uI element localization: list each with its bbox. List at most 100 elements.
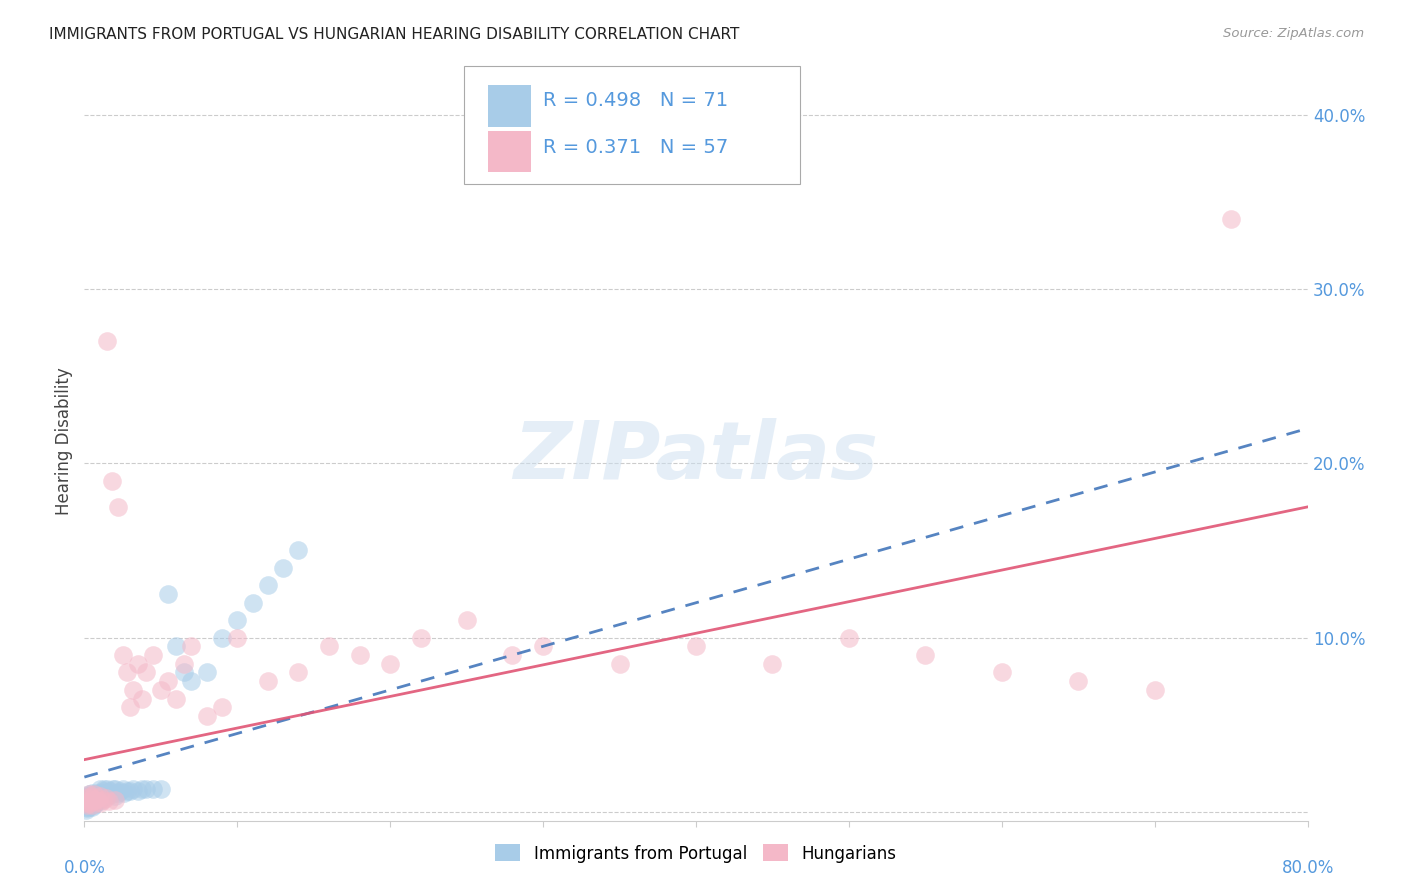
Text: Source: ZipAtlas.com: Source: ZipAtlas.com: [1223, 27, 1364, 40]
Point: [87, 793, 110, 807]
Point: [76, 801, 98, 815]
Point: [77, 796, 100, 810]
Point: [149, 782, 172, 797]
Point: [89, 796, 111, 810]
Text: IMMIGRANTS FROM PORTUGAL VS HUNGARIAN HEARING DISABILITY CORRELATION CHART: IMMIGRANTS FROM PORTUGAL VS HUNGARIAN HE…: [49, 27, 740, 42]
Point: [76, 797, 98, 812]
Point: [83, 795, 105, 809]
Point: [157, 674, 180, 689]
Point: [76, 797, 98, 812]
Point: [173, 665, 195, 680]
Point: [165, 640, 187, 654]
Point: [84, 788, 107, 802]
Point: [80, 793, 103, 807]
Point: [94, 791, 117, 805]
Point: [79, 789, 101, 804]
Point: [1143, 682, 1166, 697]
Point: [609, 657, 631, 671]
Point: [77, 799, 100, 814]
Point: [287, 665, 309, 680]
Point: [685, 640, 707, 654]
Point: [211, 631, 233, 645]
Point: [409, 631, 432, 645]
Point: [97, 795, 120, 809]
Point: [1220, 212, 1243, 227]
Point: [91, 793, 114, 807]
Point: [77, 788, 100, 802]
Point: [90, 791, 112, 805]
Point: [142, 782, 165, 797]
Point: [89, 789, 111, 804]
Point: [104, 793, 127, 807]
Point: [115, 784, 138, 798]
Point: [90, 786, 112, 800]
Point: [111, 648, 134, 662]
Point: [122, 682, 145, 697]
Point: [89, 782, 111, 797]
Point: [83, 795, 105, 809]
Point: [165, 691, 187, 706]
Point: [91, 789, 114, 804]
Point: [83, 797, 105, 812]
Point: [318, 640, 340, 654]
Point: [211, 700, 233, 714]
Point: [98, 784, 121, 798]
Point: [79, 797, 101, 812]
Point: [257, 674, 280, 689]
Point: [120, 784, 142, 798]
Legend: Immigrants from Portugal, Hungarians: Immigrants from Portugal, Hungarians: [488, 838, 904, 869]
Point: [96, 334, 118, 349]
Point: [115, 665, 138, 680]
Point: [77, 795, 100, 809]
Point: [101, 474, 124, 488]
Text: 0.0%: 0.0%: [63, 859, 105, 877]
Point: [112, 786, 135, 800]
Point: [96, 789, 118, 804]
Point: [120, 700, 142, 714]
Point: [89, 789, 111, 804]
Point: [87, 788, 110, 802]
Point: [89, 795, 111, 809]
Point: [349, 648, 371, 662]
Point: [91, 784, 114, 798]
Point: [149, 682, 172, 697]
Point: [86, 786, 108, 800]
Point: [157, 587, 180, 601]
Point: [107, 500, 129, 514]
Text: ZIPatlas: ZIPatlas: [513, 417, 879, 496]
Point: [838, 631, 860, 645]
Point: [79, 795, 101, 809]
Point: [75, 803, 97, 817]
Point: [226, 631, 249, 645]
Point: [83, 789, 105, 804]
Point: [287, 543, 309, 558]
Point: [75, 796, 97, 810]
Point: [380, 657, 402, 671]
Point: [75, 791, 97, 805]
Point: [76, 795, 98, 809]
Point: [93, 788, 115, 802]
Point: [101, 788, 124, 802]
Point: [79, 789, 101, 804]
Point: [93, 782, 115, 797]
Point: [80, 796, 103, 810]
Text: 80.0%: 80.0%: [1281, 859, 1334, 877]
Point: [80, 791, 103, 805]
FancyBboxPatch shape: [488, 130, 531, 172]
Point: [75, 799, 97, 814]
Point: [86, 791, 108, 805]
Point: [122, 782, 145, 797]
Point: [111, 782, 134, 797]
Point: [195, 709, 218, 723]
Point: [271, 561, 294, 575]
FancyBboxPatch shape: [488, 85, 531, 127]
Point: [914, 648, 936, 662]
Point: [107, 786, 129, 800]
Point: [86, 795, 108, 809]
Text: R = 0.498   N = 71: R = 0.498 N = 71: [543, 91, 728, 111]
Point: [195, 665, 218, 680]
Point: [77, 793, 100, 807]
Point: [76, 791, 98, 805]
Point: [180, 674, 202, 689]
Point: [84, 796, 107, 810]
